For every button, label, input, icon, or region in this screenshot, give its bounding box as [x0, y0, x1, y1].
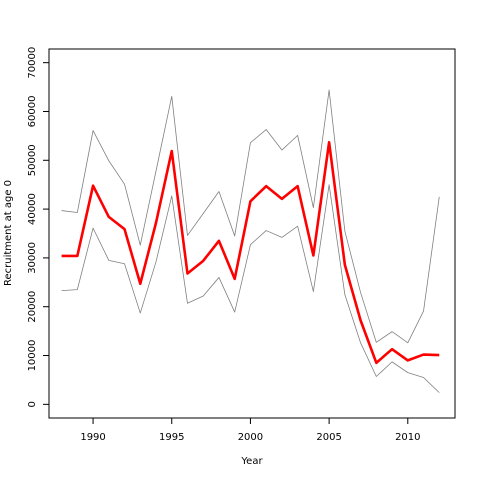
- y-tick-label: 30000: [27, 242, 38, 274]
- y-tick-label: 0: [27, 401, 38, 407]
- series-line-lower-bound: [61, 184, 440, 393]
- series-line-estimate: [61, 140, 440, 365]
- y-tick-label: 60000: [27, 96, 38, 128]
- x-tick-label: 1990: [80, 432, 105, 443]
- y-axis: 0 10000 20000 30000 40000 50000 60000 70000: [27, 47, 49, 408]
- y-tick-label: 70000: [27, 47, 38, 79]
- y-axis-label: Recruitment at age 0: [3, 180, 14, 286]
- y-tick-label: 20000: [27, 291, 38, 323]
- x-axis: 1990 1995 2000 2005 2010: [80, 418, 421, 443]
- plot-frame: [48, 48, 456, 419]
- x-tick-label: 2000: [238, 432, 263, 443]
- x-tick-label: 1995: [159, 432, 184, 443]
- series-layer: [61, 89, 440, 393]
- series-line-upper-bound: [61, 89, 440, 344]
- y-tick-label: 10000: [27, 340, 38, 372]
- x-tick-label: 2010: [395, 432, 420, 443]
- y-tick-label: 50000: [27, 144, 38, 176]
- x-tick-label: 2005: [316, 432, 341, 443]
- y-tick-label: 40000: [27, 193, 38, 225]
- x-axis-label: Year: [240, 456, 263, 467]
